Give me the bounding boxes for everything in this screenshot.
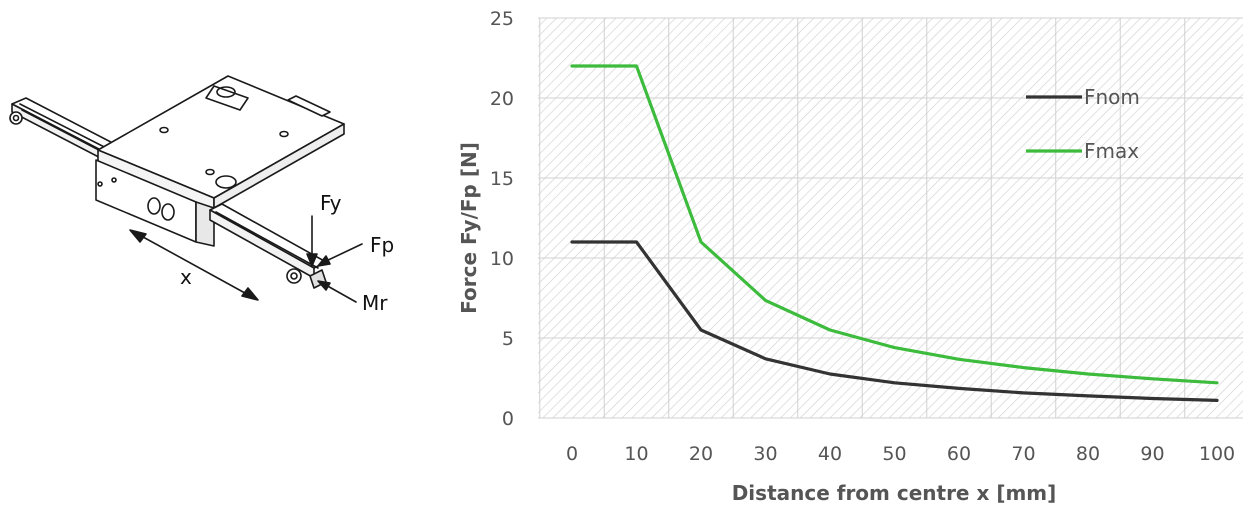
y-tick-label: 20 — [490, 88, 514, 110]
y-tick-label: 15 — [490, 168, 514, 190]
x-axis-label: Distance from centre x [mm] — [732, 481, 1057, 505]
grid-lines — [538, 17, 1243, 419]
label-x: x — [180, 265, 192, 289]
y-axis-label: Force Fy/Fp [N] — [457, 142, 481, 314]
label-mr: Mr — [362, 291, 388, 315]
series-line-fmax — [570, 64, 1219, 385]
legend: Fnom Fmax — [1026, 85, 1140, 163]
series-line-fnom — [570, 240, 1219, 402]
x-tick-label: 40 — [818, 443, 842, 465]
x-tick-label: 50 — [882, 443, 906, 465]
x-tick-label: 80 — [1076, 443, 1100, 465]
rail-carriage-diagram: Fy Fp Mr x — [9, 75, 394, 315]
x-tick-labels: 0 10 20 30 40 50 60 70 80 90 100 — [566, 443, 1235, 465]
label-fy: Fy — [320, 191, 342, 215]
y-tick-labels: 0 5 10 15 20 25 — [490, 8, 514, 430]
legend-label-fmax: Fmax — [1084, 139, 1139, 163]
x-tick-label: 10 — [624, 443, 648, 465]
guide-rail-back — [9, 97, 131, 167]
y-tick-label: 0 — [502, 408, 514, 430]
force-arrows — [306, 215, 363, 303]
y-tick-label: 10 — [490, 248, 514, 270]
x-tick-label: 30 — [753, 443, 777, 465]
x-dimension-arrow — [129, 229, 259, 301]
x-tick-label: 60 — [947, 443, 971, 465]
carriage-block — [95, 75, 345, 247]
x-tick-label: 20 — [689, 443, 713, 465]
guide-rail-front — [209, 203, 327, 289]
x-tick-label: 90 — [1140, 443, 1164, 465]
x-tick-label: 100 — [1199, 443, 1235, 465]
series-lines — [570, 64, 1219, 402]
y-tick-label: 5 — [502, 328, 514, 350]
x-tick-label: 70 — [1011, 443, 1035, 465]
plot-area — [538, 18, 1243, 418]
y-tick-label: 25 — [490, 8, 514, 30]
legend-label-fnom: Fnom — [1084, 85, 1140, 109]
label-fp: Fp — [370, 233, 394, 257]
x-tick-label: 0 — [566, 443, 578, 465]
